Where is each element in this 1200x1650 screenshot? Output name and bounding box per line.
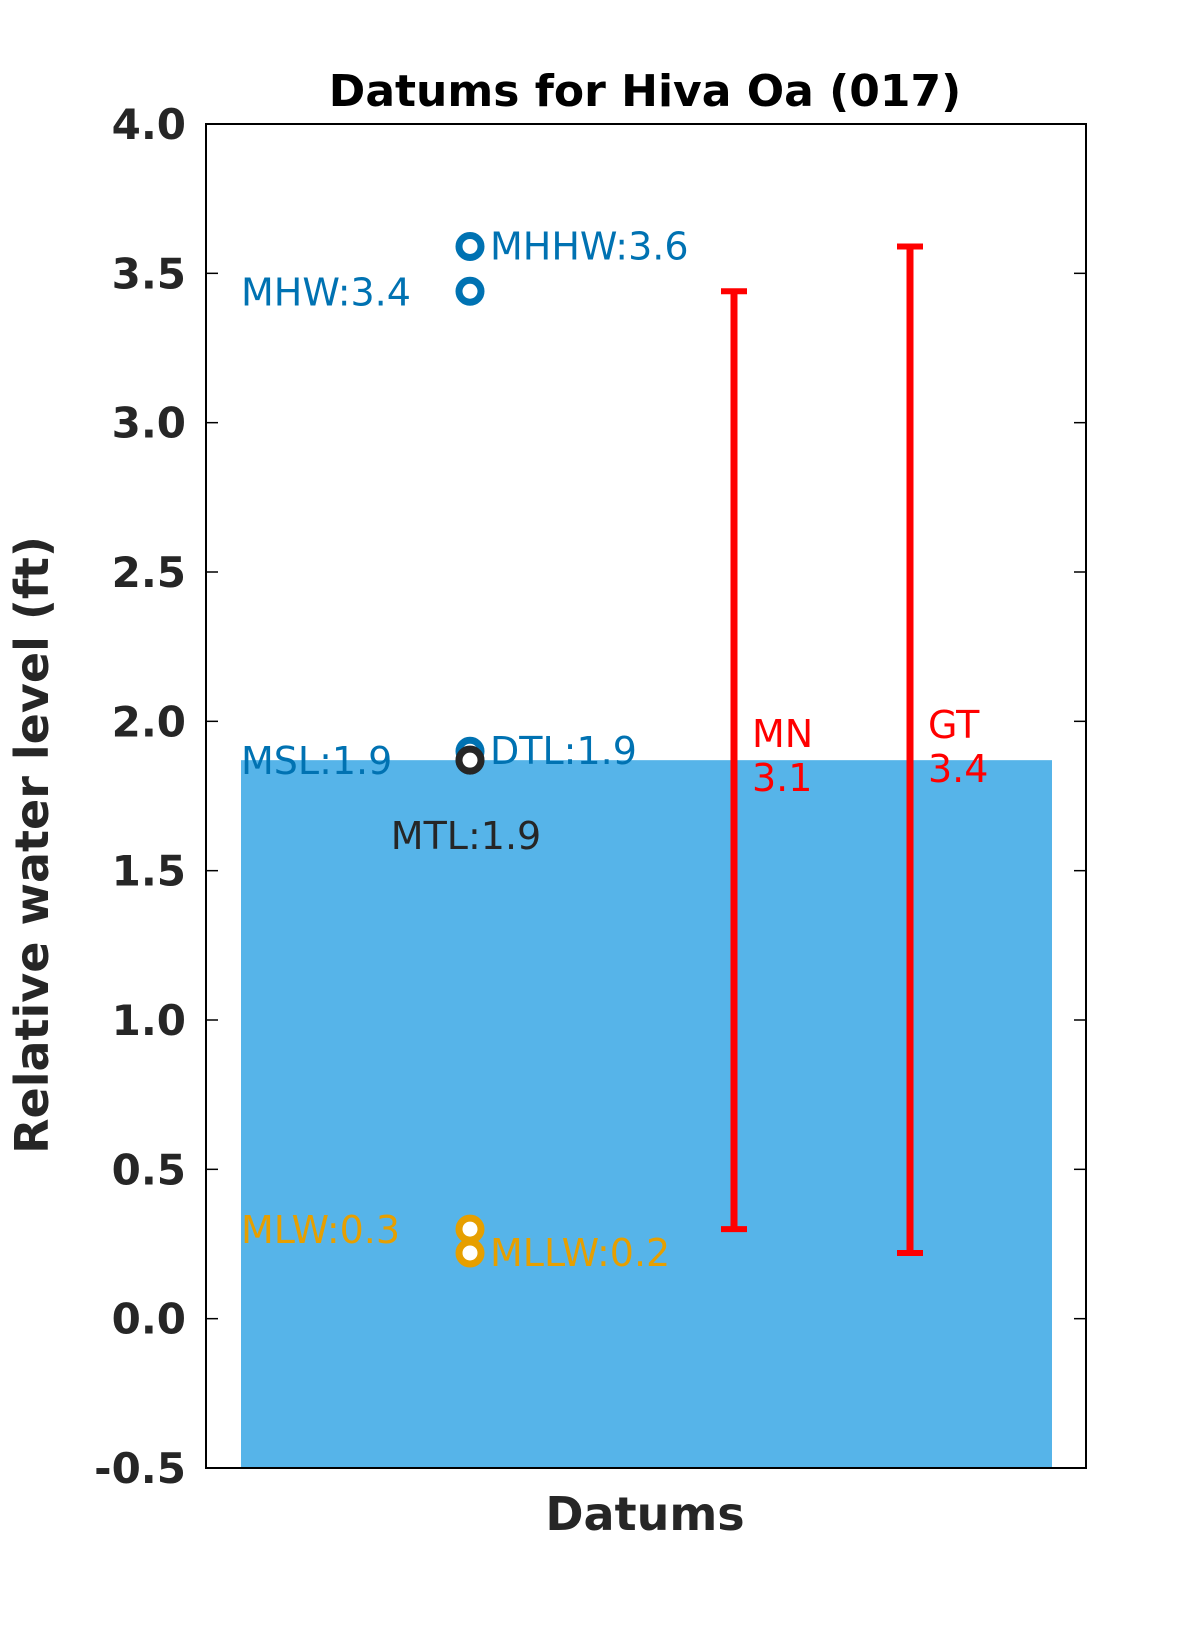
range-label-value: 3.1 [752, 756, 812, 800]
y-tick-label: 4.0 [112, 100, 186, 149]
datum-points: MHHW:3.6 MHW:3.4 DTL:1.9 MSL:1.9 MTL:1.9 MLW:… [241, 224, 689, 1275]
range-bars: MN3.1 GT3.4 [721, 243, 988, 1256]
y-tick-label: -0.5 [94, 1444, 186, 1493]
datum-label-dtl: DTL:1.9 [490, 729, 637, 773]
y-tick-label: 2.0 [112, 697, 186, 746]
datum-label-msl: MSL:1.9 [241, 739, 392, 783]
y-tick-label: 3.0 [112, 399, 186, 448]
datum-point-mllw [455, 1238, 485, 1268]
y-tick-label: 0.5 [112, 1145, 186, 1194]
y-tick-label: 1.0 [112, 996, 186, 1045]
range-label-name: GT [928, 703, 980, 747]
y-tick-label: 2.5 [112, 548, 186, 597]
datum-point-mtl [455, 745, 485, 775]
y-tick-label: 0.0 [112, 1295, 186, 1344]
datum-label-mtl: MTL:1.9 [391, 814, 541, 858]
water-level-fill [241, 760, 1052, 1468]
datum-point-mhw [455, 276, 485, 306]
y-tick-label: 3.5 [112, 249, 186, 298]
datum-label-mhhw: MHHW:3.6 [490, 224, 689, 268]
range-label-value: 3.4 [928, 747, 988, 791]
y-tick-label: 1.5 [112, 847, 186, 896]
datum-label-mlw: MLW:0.3 [241, 1208, 400, 1252]
x-axis-label: Datums [545, 1487, 744, 1541]
range-label-name: MN [752, 712, 813, 756]
datum-point-mlw [455, 1214, 485, 1244]
y-axis-label: Relative water level (ft) [5, 536, 59, 1154]
chart-title: Datums for Hiva Oa (017) [329, 66, 961, 117]
plot-frame [205, 123, 1087, 1469]
y-axis-ticks: 4.0 3.5 3.0 2.5 2.0 1.5 1.0 0.5 0.0 -0.5 [94, 100, 1086, 1493]
datum-label-mllw: MLLW:0.2 [490, 1231, 670, 1275]
datum-label-mhw: MHW:3.4 [241, 270, 411, 314]
datum-point-mhhw [455, 231, 485, 261]
